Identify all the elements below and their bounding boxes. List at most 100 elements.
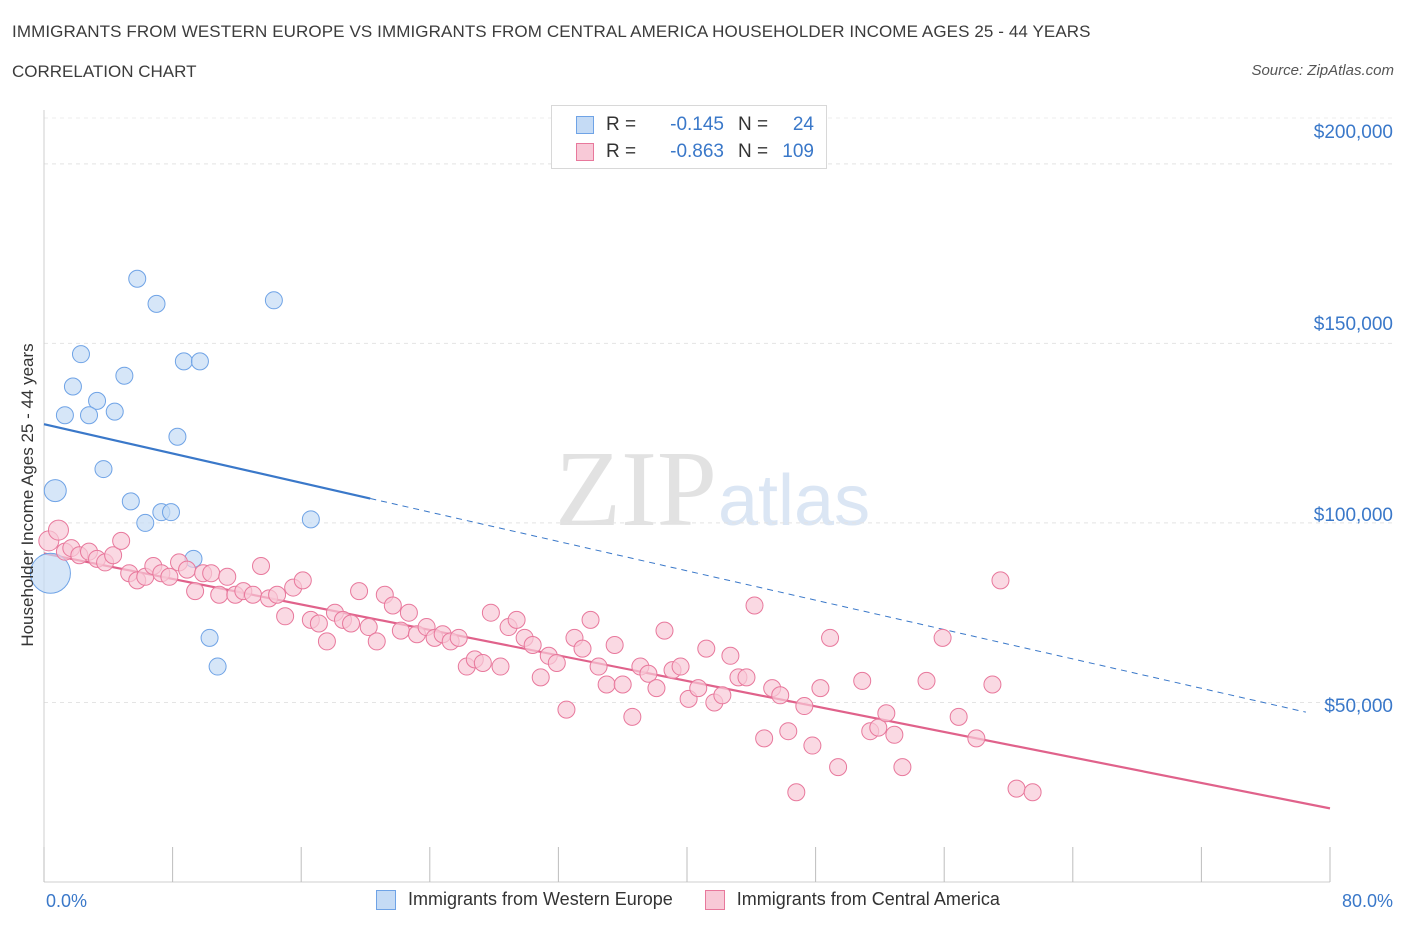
central-america-point <box>276 607 295 626</box>
western-europe-point <box>80 406 99 425</box>
central-america-point <box>605 636 624 655</box>
western-europe-point <box>121 492 140 511</box>
western-europe-point <box>168 427 187 446</box>
y-tick-label-150000: $150,000 <box>1313 314 1393 335</box>
central-america-point <box>309 614 328 633</box>
central-america-point <box>573 639 592 658</box>
central-america-point <box>1007 779 1026 798</box>
central-america-point <box>893 758 912 777</box>
n-value: 109 <box>782 141 814 162</box>
central-america-point <box>523 636 542 655</box>
y-tick-label-50000: $50,000 <box>1324 696 1393 717</box>
central-america-point <box>112 531 131 550</box>
western-europe-point <box>128 269 147 288</box>
central-america-point <box>160 567 179 586</box>
central-america-point <box>581 610 600 629</box>
central-america-point <box>531 668 550 687</box>
central-america-point <box>178 560 197 579</box>
central-america-point <box>399 603 418 622</box>
central-america-point <box>47 519 69 541</box>
central-america-point <box>869 718 888 737</box>
data-points <box>29 269 1042 802</box>
central-america-point <box>821 628 840 647</box>
western-europe-point <box>190 352 209 371</box>
legend-swatch-western-europe <box>576 116 594 134</box>
central-america-point <box>597 675 616 694</box>
central-america-point <box>877 704 896 723</box>
central-america-point <box>917 671 936 690</box>
legend-row-central-america: R = -0.863 N = 109 <box>576 140 814 164</box>
central-america-point <box>391 621 410 640</box>
r-label: R = <box>606 141 637 162</box>
chart-title: IMMIGRANTS FROM WESTERN EUROPE VS IMMIGR… <box>12 22 1091 41</box>
legend-label-western-europe: Immigrants from Western Europe <box>408 889 673 909</box>
western-europe-point <box>208 657 227 676</box>
central-america-point <box>755 729 774 748</box>
central-america-point <box>589 657 608 676</box>
central-america-point <box>933 628 952 647</box>
gridlines <box>44 117 1393 703</box>
central-america-point <box>268 585 287 604</box>
central-america-point <box>210 585 229 604</box>
central-america-point <box>613 675 632 694</box>
y-tick-label-200000: $200,000 <box>1313 122 1393 143</box>
western-europe-point <box>88 391 107 410</box>
central-america-point <box>491 657 510 676</box>
central-america-point <box>342 614 361 633</box>
central-america-point <box>623 707 642 726</box>
n-label: N = <box>738 114 769 135</box>
central-america-point <box>639 664 658 683</box>
central-america-point <box>547 653 566 672</box>
legend-swatch-central-america <box>576 143 594 161</box>
central-america-point <box>293 571 312 590</box>
western-europe-point <box>105 402 124 421</box>
stats-legend: R = -0.145 N = 24 R = -0.863 N = 109 <box>551 105 827 169</box>
western-europe-point <box>136 513 155 532</box>
central-america-point <box>218 567 237 586</box>
central-america-point <box>473 653 492 672</box>
central-america-point <box>829 758 848 777</box>
central-america-point <box>795 697 814 716</box>
r-value: -0.863 <box>670 141 724 162</box>
western-europe-point <box>94 460 113 479</box>
central-america-point <box>949 707 968 726</box>
western-europe-point <box>71 345 90 364</box>
central-america-point <box>803 736 822 755</box>
central-america-point <box>853 671 872 690</box>
central-america-point <box>647 679 666 698</box>
y-tick-label-100000: $100,000 <box>1313 505 1393 526</box>
legend-swatch-central-america <box>704 889 725 910</box>
legend-swatch-western-europe <box>376 889 396 910</box>
central-america-point <box>771 686 790 705</box>
y-axis-label: Householder Income Ages 25 - 44 years <box>18 343 37 647</box>
central-america-point <box>967 729 986 748</box>
source-credit: Source: ZipAtlas.com <box>1251 62 1394 79</box>
central-america-point <box>697 639 716 658</box>
central-america-point <box>507 610 526 629</box>
central-america-point <box>202 564 221 583</box>
central-america-point <box>811 679 830 698</box>
r-value: -0.145 <box>670 114 724 135</box>
central-america-point <box>991 571 1010 590</box>
central-america-point <box>671 657 690 676</box>
x-tick-label-max: 80.0% <box>1341 891 1393 911</box>
western-europe-point <box>63 377 82 396</box>
western-europe-point <box>200 628 219 647</box>
central-america-point <box>383 596 402 615</box>
western-europe-point <box>43 479 67 503</box>
legend-item-central-america: Immigrants from Central America <box>704 889 1000 910</box>
central-america-point <box>252 557 271 576</box>
central-america-point <box>359 618 378 637</box>
western-europe-point <box>29 552 71 594</box>
legend-item-western-europe: Immigrants from Western Europe <box>376 889 673 910</box>
western-europe-point <box>161 503 180 522</box>
chart-subtitle: CORRELATION CHART <box>12 62 197 81</box>
central-america-point <box>721 646 740 665</box>
central-america-point <box>779 722 798 741</box>
watermark-atlas: atlas <box>718 461 870 541</box>
western-europe-point <box>55 406 74 425</box>
central-america-point <box>737 668 756 687</box>
central-america-point <box>745 596 764 615</box>
trend-line-solid <box>43 423 371 500</box>
central-america-point <box>557 700 576 719</box>
